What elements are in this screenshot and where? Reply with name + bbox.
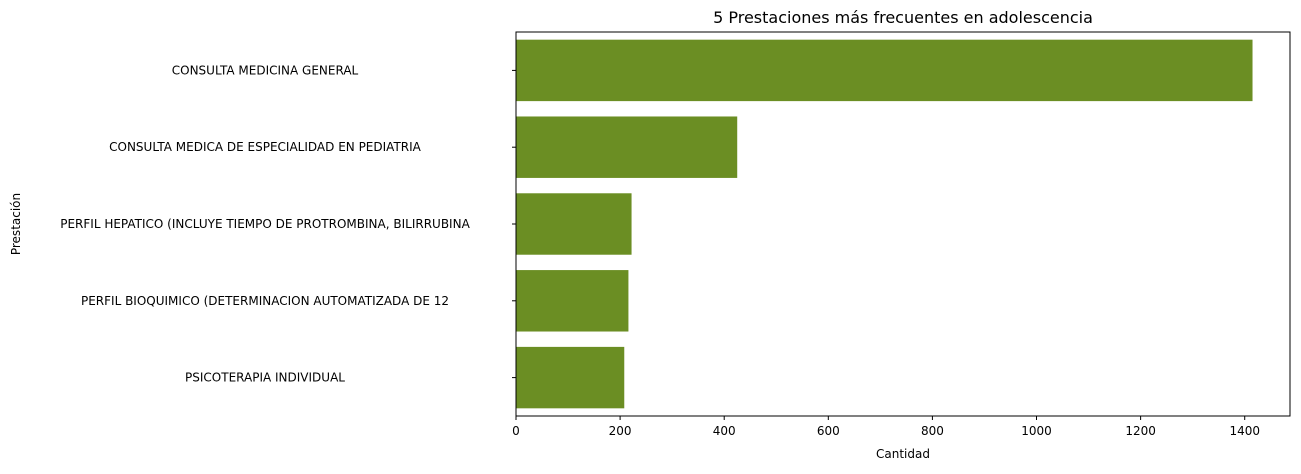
y-tick-label: PERFIL BIOQUIMICO (DETERMINACION AUTOMAT… — [81, 294, 449, 308]
bar-1 — [516, 39, 1253, 102]
chart-title: 5 Prestaciones más frecuentes en adolesc… — [713, 8, 1093, 27]
bar-2 — [516, 116, 738, 178]
x-tick-label: 800 — [921, 424, 944, 438]
x-tick-label: 1000 — [1021, 424, 1052, 438]
y-tick-label: CONSULTA MEDICINA GENERAL — [172, 63, 359, 77]
y-axis-ticks: CONSULTA MEDICINA GENERAL CONSULTA MEDICA… — [60, 63, 516, 385]
bars-group — [516, 39, 1253, 409]
x-tick-label: 600 — [817, 424, 840, 438]
x-axis-ticks: 0 200 400 600 800 1000 1200 1400 — [512, 416, 1260, 438]
y-tick-label: CONSULTA MEDICA DE ESPECIALIDAD EN PEDIA… — [109, 140, 422, 154]
y-tick-label: PSICOTERAPIA INDIVIDUAL — [185, 371, 345, 385]
y-axis-label: Prestación — [9, 193, 23, 255]
x-tick-label: 200 — [609, 424, 632, 438]
y-tick-label: PERFIL HEPATICO (INCLUYE TIEMPO DE PROTR… — [60, 217, 470, 231]
x-axis-label: Cantidad — [876, 447, 930, 461]
x-tick-label: 1400 — [1229, 424, 1260, 438]
bar-3 — [516, 193, 632, 255]
x-tick-label: 1200 — [1125, 424, 1156, 438]
x-tick-label: 400 — [713, 424, 736, 438]
bar-5 — [516, 346, 625, 409]
bar-4 — [516, 270, 629, 332]
x-tick-label: 0 — [512, 424, 520, 438]
